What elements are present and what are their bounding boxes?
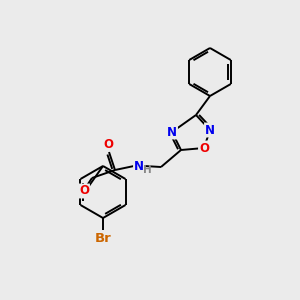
Text: H: H [143,165,152,175]
Text: O: O [79,184,89,197]
Text: N: N [134,160,144,172]
Text: O: O [103,137,113,151]
Text: Br: Br [94,232,111,244]
Text: O: O [199,142,209,154]
Text: N: N [205,124,215,136]
Text: N: N [167,125,177,139]
